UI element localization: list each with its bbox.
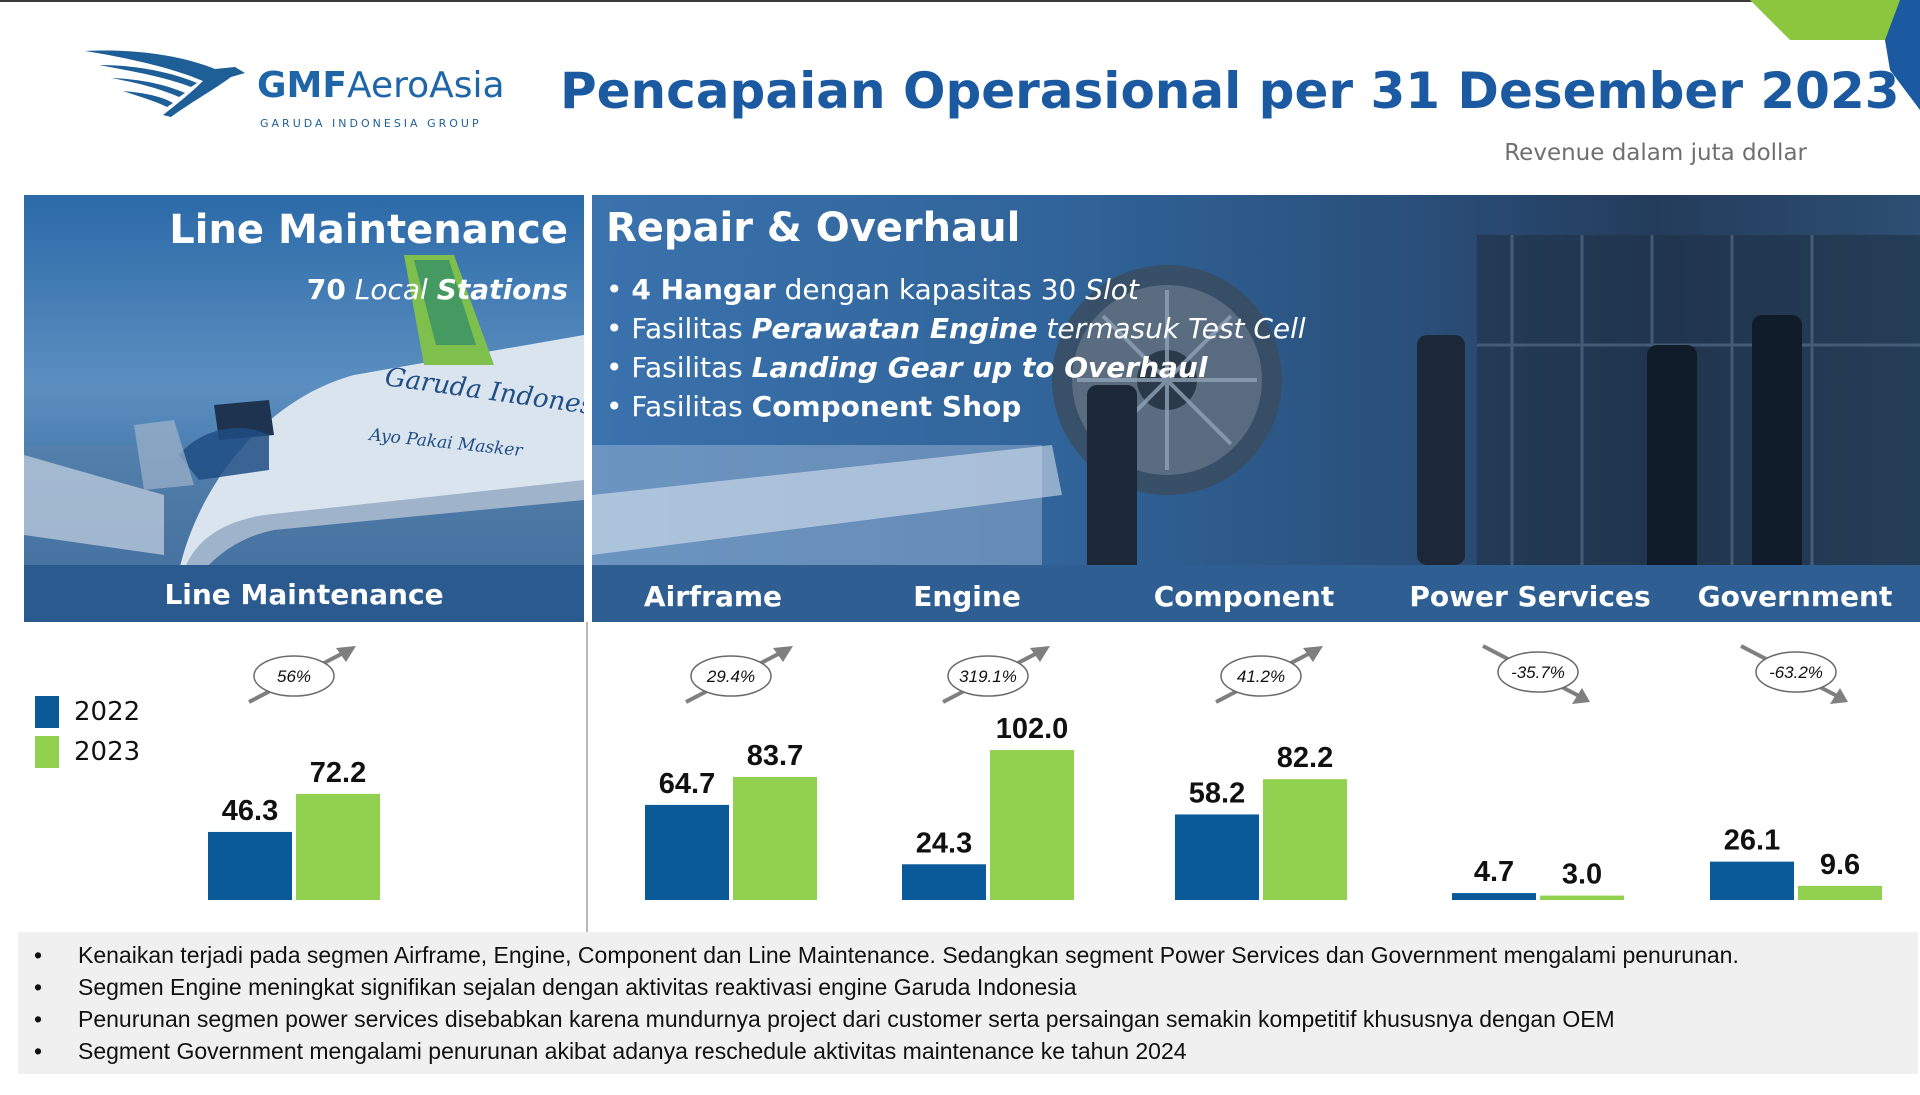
arrow-head-icon [1830, 688, 1848, 704]
bar-component-2023 [1263, 779, 1347, 900]
growth-badge-oval [690, 655, 772, 697]
line-maintenance-heading: Line Maintenance [169, 207, 568, 253]
value-label-government-2022: 26.1 [1724, 825, 1780, 857]
repair-bullet: • 4 Hangar dengan kapasitas 30 Slot [606, 273, 1139, 306]
value-label-line-maintenance-2022: 46.3 [222, 795, 278, 827]
page-subtitle: Revenue dalam juta dollar [1504, 140, 1807, 166]
bar-engine-2022 [902, 864, 986, 900]
value-label-engine-2023: 102.0 [996, 713, 1069, 745]
corner-blue-accent [1885, 0, 1920, 110]
bar-engine-2023 [990, 750, 1074, 900]
line-maintenance-label-band [24, 565, 584, 622]
segment-label-government: Government [1697, 580, 1893, 613]
repair-overhaul-photo-panel: Repair & Overhaul • 4 Hangar dengan kapa… [592, 195, 1920, 622]
growth-badge-engine: 319.1% [942, 646, 1050, 704]
segment-label-airframe: Airframe [643, 580, 783, 613]
bar-airframe-2023 [733, 776, 817, 900]
stations-caption: 70 Local Stations [306, 273, 568, 306]
revenue-bar-chart: 46.3 72.2 56% 64.7 83.7 29.4% 24.3 102.0 319.1% 5… [208, 644, 1882, 900]
growth-badge-line-maintenance: 56% [248, 646, 356, 704]
arrow-head-icon [1572, 688, 1590, 704]
growth-label-engine: 319.1% [959, 667, 1017, 686]
bar-power-services-2023 [1540, 895, 1624, 900]
logo-wordmark: GMFAeroAsia [257, 65, 505, 106]
segment-label-band [592, 565, 1920, 622]
legend-swatch-2023 [35, 736, 59, 768]
aircraft-illustration: Garuda Indonesia Ayo Pakai Masker [24, 255, 584, 622]
repair-bullet: • Fasilitas Perawatan Engine termasuk Te… [606, 312, 1306, 345]
value-label-component-2023: 82.2 [1277, 742, 1333, 774]
growth-badge-oval [947, 655, 1029, 697]
bar-government-2023 [1798, 885, 1882, 900]
value-label-component-2022: 58.2 [1189, 777, 1245, 809]
bar-airframe-2022 [645, 804, 729, 900]
arrow-head-icon [1303, 646, 1323, 662]
growth-label-government: -63.2% [1769, 663, 1823, 682]
growth-badge-oval [1755, 651, 1837, 693]
logo-tagline: GARUDA INDONESIA GROUP [260, 117, 482, 130]
value-label-airframe-2023: 83.7 [747, 740, 803, 772]
bar-component-2022 [1175, 814, 1259, 900]
garuda-bird-icon [85, 50, 245, 117]
notes-box: • Kenaikan terjadi pada segmen Airframe, … [18, 932, 1918, 1074]
growth-badge-component: 41.2% [1215, 646, 1323, 704]
growth-label-airframe: 29.4% [706, 667, 755, 686]
growth-badge-airframe: 29.4% [685, 646, 793, 704]
value-label-government-2023: 9.6 [1820, 849, 1860, 881]
legend-label-2022: 2022 [74, 697, 141, 727]
value-label-line-maintenance-2023: 72.2 [310, 757, 366, 789]
page-title: Pencapaian Operasional per 31 Desember 2… [560, 62, 1900, 120]
growth-badge-government: -63.2% [1740, 644, 1848, 704]
segment-label-power-services: Power Services [1409, 580, 1651, 613]
growth-badge-oval [1220, 655, 1302, 697]
growth-badge-oval [253, 655, 335, 697]
growth-label-line-maintenance: 56% [277, 667, 311, 686]
repair-overhaul-heading: Repair & Overhaul [606, 205, 1021, 251]
value-label-airframe-2022: 64.7 [659, 768, 715, 800]
corner-green-accent [1750, 0, 1920, 40]
growth-badge-power-services: -35.7% [1482, 644, 1590, 704]
growth-label-component: 41.2% [1237, 667, 1285, 686]
legend-label-2023: 2023 [74, 737, 141, 767]
legend-swatch-2022 [35, 696, 59, 728]
segment-label-line-maintenance: Line Maintenance [164, 578, 444, 611]
segment-label-component: Component [1153, 580, 1335, 613]
repair-overhaul-bullets: • 4 Hangar dengan kapasitas 30 Slot • Fa… [606, 273, 1306, 429]
bar-line-maintenance-2023 [296, 793, 380, 900]
top-rule [0, 0, 1920, 2]
bar-line-maintenance-2022 [208, 831, 292, 900]
repair-bullet: • Fasilitas Component Shop [606, 390, 1022, 423]
bar-government-2022 [1710, 861, 1794, 900]
arrow-head-icon [1030, 646, 1050, 662]
line-maintenance-photo-panel: Garuda Indonesia Ayo Pakai Masker Line M… [24, 195, 584, 622]
growth-badge-oval [1497, 651, 1579, 693]
value-label-power-services-2023: 3.0 [1562, 859, 1602, 891]
growth-label-power-services: -35.7% [1511, 663, 1565, 682]
value-label-engine-2022: 24.3 [916, 827, 972, 859]
repair-bullet: • Fasilitas Landing Gear up to Overhaul [606, 351, 1208, 384]
value-label-power-services-2022: 4.7 [1474, 856, 1514, 888]
bar-power-services-2022 [1452, 893, 1536, 900]
segment-label-engine: Engine [913, 580, 1021, 613]
panel-divider [586, 622, 588, 934]
arrow-head-icon [336, 646, 356, 662]
arrow-head-icon [773, 646, 793, 662]
gmf-logo: GMFAeroAsia GARUDA INDONESIA GROUP [85, 45, 505, 140]
